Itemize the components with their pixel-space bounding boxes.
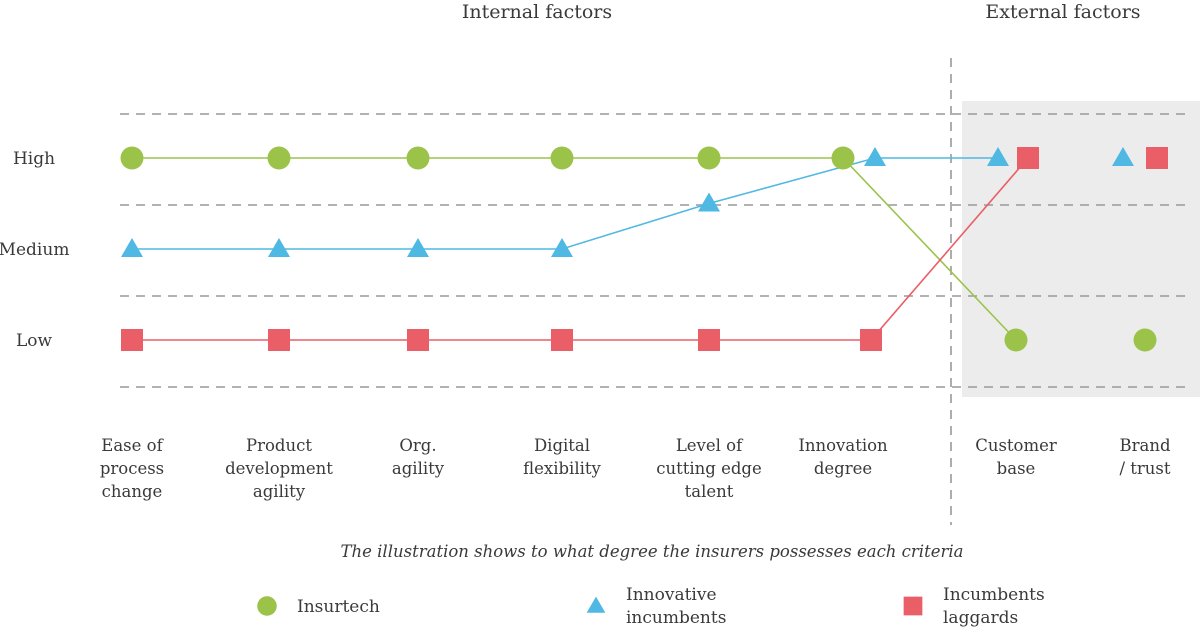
category-label-line: Customer <box>975 436 1057 455</box>
category-label: Org. agility <box>392 436 445 478</box>
external-region-shade <box>962 101 1200 397</box>
data-point <box>697 146 721 170</box>
category-label: Brand / trust <box>1119 436 1170 478</box>
data-point <box>1112 146 1134 166</box>
legend-label-line: laggards <box>943 608 1018 628</box>
series-line-1 <box>132 157 998 250</box>
data-point <box>268 237 290 257</box>
category-label: Ease of process change <box>100 436 165 501</box>
data-point <box>698 329 720 351</box>
data-point <box>831 146 855 170</box>
legend-marker <box>586 596 606 613</box>
category-label: Level of cutting edge talent <box>656 436 762 501</box>
category-label-line: Level of <box>676 436 744 455</box>
category-label-line: change <box>102 482 163 501</box>
category-label: Customer base <box>975 436 1057 478</box>
category-label-line: development <box>225 459 333 478</box>
data-point <box>407 237 429 257</box>
legend-label-line: Insurtech <box>297 597 380 617</box>
category-label: Product development agility <box>225 436 333 501</box>
category-label-line: agility <box>253 482 306 501</box>
category-label-line: flexibility <box>523 459 601 478</box>
legend-marker <box>257 596 277 616</box>
data-point <box>1004 328 1028 352</box>
category-label-line: Org. <box>399 436 436 455</box>
external-factors-title: External factors <box>985 1 1140 23</box>
data-point <box>268 329 290 351</box>
category-label-line: Ease of <box>101 436 164 455</box>
data-point <box>698 192 720 212</box>
category-label-line: talent <box>685 482 734 501</box>
category-label-line: Brand <box>1119 436 1170 455</box>
category-label-line: base <box>997 459 1036 478</box>
category-label-line: agility <box>392 459 445 478</box>
category-label-line: process <box>100 459 164 478</box>
chart-caption: The illustration shows to what degree th… <box>341 542 964 561</box>
data-point <box>860 329 882 351</box>
category-label-line: cutting edge <box>656 459 762 478</box>
category-label-line: Product <box>246 436 312 455</box>
data-point <box>1017 147 1039 169</box>
data-point <box>551 329 573 351</box>
y-level-label: High <box>13 149 55 169</box>
category-label: Innovation degree <box>798 436 888 478</box>
data-point <box>121 329 143 351</box>
legend-label: Incumbents laggards <box>943 585 1045 628</box>
legend-label: Innovative incumbents <box>626 585 726 628</box>
category-label-line: / trust <box>1119 459 1170 478</box>
data-point <box>406 146 430 170</box>
category-label: Digital flexibility <box>523 436 601 478</box>
category-label-line: Digital <box>534 436 590 455</box>
legend-label-line: Incumbents <box>943 585 1045 605</box>
data-point <box>864 146 886 166</box>
data-point <box>1133 328 1157 352</box>
y-level-label: Medium <box>0 240 69 260</box>
y-level-label: Low <box>16 331 53 351</box>
legend-label-line: incumbents <box>626 608 726 628</box>
data-point <box>267 146 291 170</box>
data-point <box>987 146 1009 166</box>
category-label-line: degree <box>814 459 872 478</box>
data-point <box>550 146 574 170</box>
internal-factors-title: Internal factors <box>462 1 612 23</box>
data-point <box>551 237 573 257</box>
data-point <box>1146 147 1168 169</box>
category-label-line: Innovation <box>798 436 888 455</box>
legend-marker <box>903 596 923 616</box>
legend-label: Insurtech <box>297 597 380 617</box>
legend-label-line: Innovative <box>626 585 717 605</box>
data-point <box>121 237 143 257</box>
data-point <box>120 146 144 170</box>
data-point <box>407 329 429 351</box>
